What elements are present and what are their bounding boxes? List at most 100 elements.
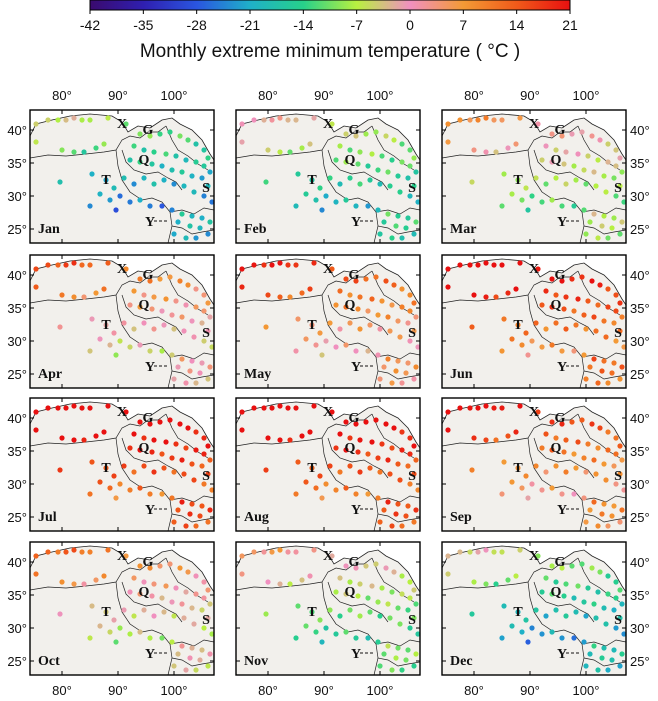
region-label: S (202, 469, 210, 484)
station-marker (523, 330, 529, 336)
station-marker (613, 625, 619, 631)
station-marker (407, 163, 413, 169)
station-marker (399, 523, 405, 529)
station-marker (513, 286, 519, 292)
station-marker (581, 167, 587, 173)
colorbar-tick-label: 21 (562, 17, 578, 33)
station-marker (79, 549, 85, 555)
station-marker (121, 463, 127, 469)
station-marker (397, 334, 403, 340)
station-marker (515, 465, 521, 471)
station-marker (513, 141, 519, 147)
lat-label: 40° (630, 268, 650, 283)
station-marker (269, 549, 275, 555)
station-marker (183, 523, 189, 529)
region-boundary (533, 149, 595, 191)
region-label: S (614, 181, 622, 196)
station-marker (183, 235, 189, 241)
lat-label: 35° (7, 301, 27, 316)
station-marker (71, 437, 77, 443)
station-marker (569, 276, 575, 282)
region-label: Y (351, 503, 361, 518)
station-marker (199, 607, 205, 613)
station-marker (595, 667, 601, 673)
station-marker (343, 131, 349, 137)
station-marker (407, 147, 413, 153)
station-marker (407, 481, 413, 487)
station-marker (111, 330, 117, 336)
station-marker (193, 573, 199, 579)
station-marker (515, 609, 521, 615)
region-boundary (171, 513, 215, 523)
station-marker (71, 260, 77, 266)
station-marker (593, 183, 599, 189)
station-marker (127, 157, 133, 163)
station-marker (57, 179, 63, 185)
station-marker (411, 587, 417, 593)
station-marker (587, 219, 593, 225)
station-marker (539, 199, 545, 205)
station-marker (575, 296, 581, 302)
station-marker (575, 583, 581, 589)
station-marker (183, 589, 189, 595)
station-marker (395, 213, 401, 219)
region-boundary (533, 294, 595, 336)
station-marker (347, 435, 353, 441)
station-marker (579, 129, 585, 135)
station-marker (173, 153, 179, 159)
region-label: G (349, 411, 360, 426)
region-label: T (101, 318, 111, 333)
station-marker (107, 342, 113, 348)
station-marker (413, 601, 419, 607)
station-marker (563, 149, 569, 155)
station-marker (189, 645, 195, 651)
lat-label: 25° (7, 222, 27, 237)
station-marker (307, 429, 313, 435)
station-marker (603, 477, 609, 483)
region-boundary (371, 413, 415, 459)
station-marker (475, 117, 481, 123)
station-marker (599, 223, 605, 229)
region-label: G (555, 555, 566, 570)
lat-label: 30° (7, 334, 27, 349)
lat-label: 30° (630, 477, 650, 492)
station-marker (333, 157, 339, 163)
station-marker (171, 231, 177, 237)
station-marker (205, 155, 211, 161)
panel-frame (235, 254, 421, 389)
lat-label: 25° (630, 510, 650, 525)
station-marker (277, 437, 283, 443)
station-marker (543, 143, 549, 149)
lon-label: 100° (367, 88, 394, 103)
station-marker (381, 651, 387, 657)
panel-frame (235, 541, 421, 676)
station-marker (277, 294, 283, 300)
station-marker (127, 631, 133, 637)
station-marker (87, 203, 93, 209)
station-marker (205, 231, 211, 237)
lat-label: 35° (630, 301, 650, 316)
station-marker (299, 290, 305, 296)
station-marker (397, 477, 403, 483)
station-marker (163, 296, 169, 302)
station-marker (543, 613, 549, 619)
panel-frame (441, 397, 627, 532)
station-marker (413, 651, 419, 657)
station-marker (523, 185, 529, 191)
station-marker (199, 360, 205, 366)
region-boundary (527, 294, 585, 389)
station-marker (535, 553, 541, 559)
region-label: Q (139, 585, 150, 600)
station-marker (239, 409, 245, 415)
region-label: S (614, 613, 622, 628)
station-marker (599, 511, 605, 517)
station-marker (113, 352, 119, 358)
station-marker (613, 481, 619, 487)
station-marker (149, 449, 155, 455)
station-marker (309, 322, 315, 328)
station-marker (499, 203, 505, 209)
station-marker (201, 595, 207, 601)
station-marker (549, 304, 555, 310)
station-marker (581, 639, 587, 645)
station-marker (209, 487, 215, 493)
